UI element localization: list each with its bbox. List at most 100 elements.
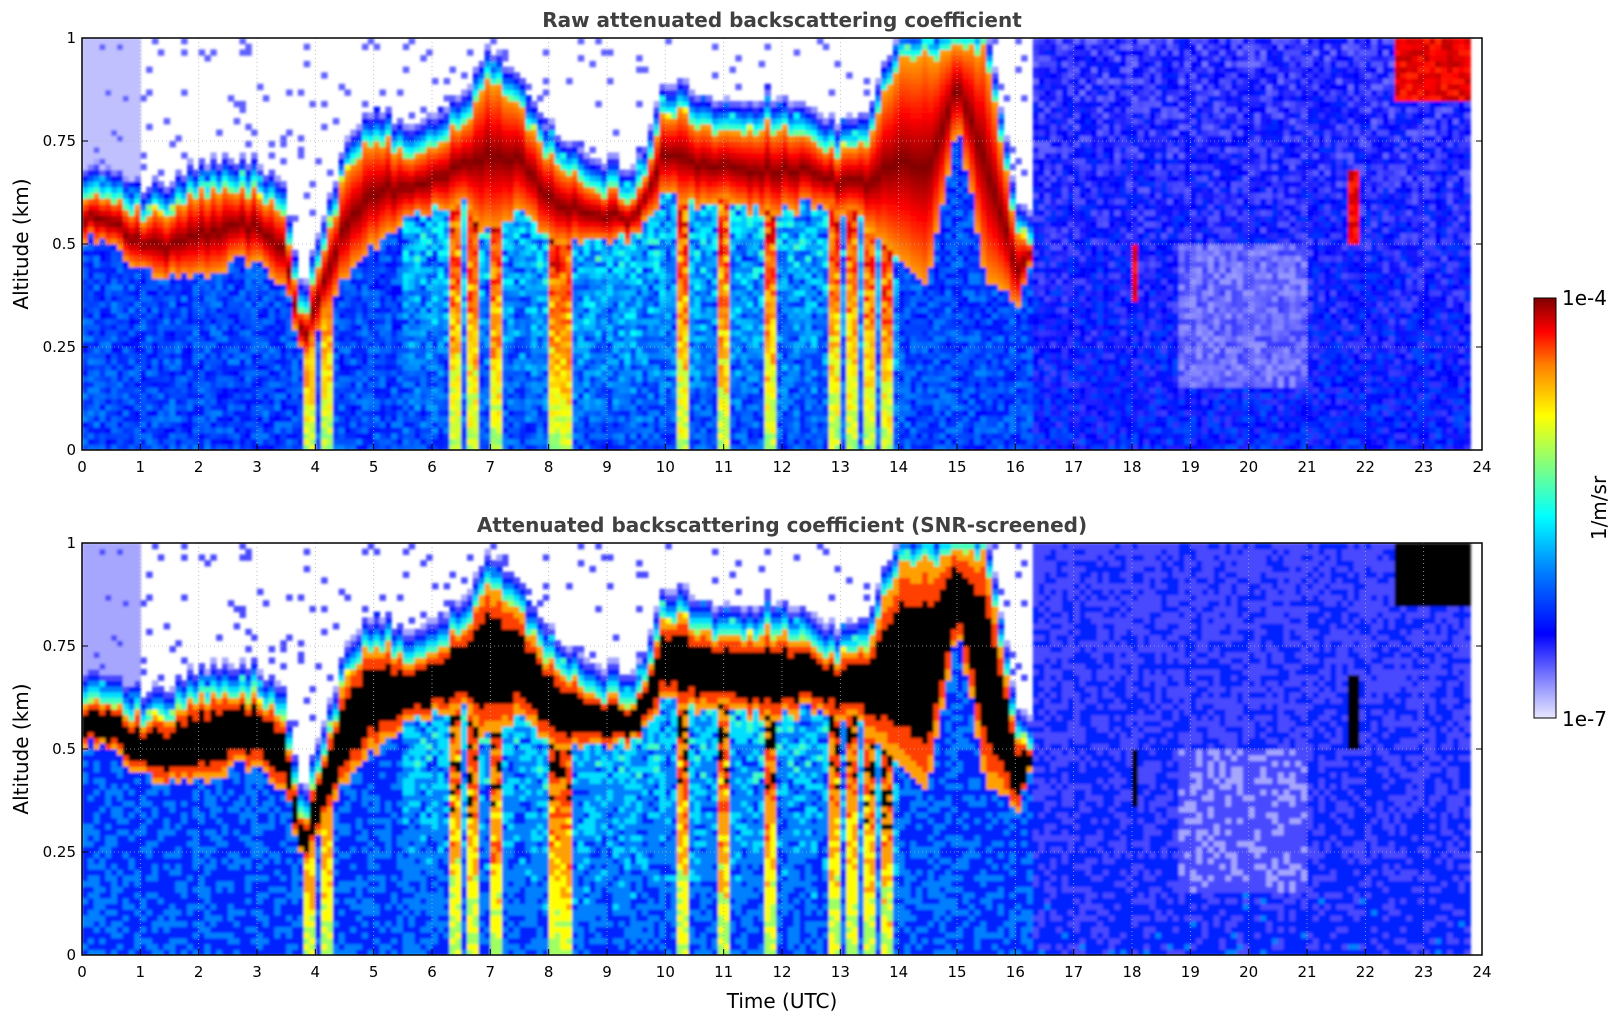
- heatmap-cell: [420, 375, 427, 382]
- heatmap-cell: [513, 255, 521, 262]
- heatmap-cell: [338, 284, 346, 291]
- heatmap-cell: [589, 364, 596, 371]
- heatmap-cell: [338, 181, 346, 188]
- heatmap-cell: [548, 364, 556, 371]
- heatmap-cell: [356, 329, 363, 337]
- heatmap-cell: [572, 375, 579, 382]
- heatmap-cell: [105, 347, 112, 354]
- heatmap-cell: [292, 381, 299, 388]
- heatmap-cell: [577, 226, 585, 234]
- heatmap-cell: [548, 306, 556, 314]
- heatmap-cell: [187, 341, 194, 348]
- heatmap-cell: [560, 266, 567, 274]
- heatmap-cell: [484, 129, 491, 136]
- heatmap-cell: [373, 203, 381, 211]
- heatmap-cell: [490, 95, 497, 102]
- heatmap-cell: [566, 158, 573, 165]
- heatmap-cell: [437, 369, 445, 377]
- heatmap-cell: [362, 318, 369, 325]
- heatmap-cell: [455, 306, 462, 314]
- heatmap-cell: [467, 221, 474, 228]
- heatmap-cell: [373, 175, 381, 182]
- heatmap-cell: [542, 404, 550, 411]
- heatmap-cell: [87, 432, 95, 440]
- heatmap-cell: [117, 364, 124, 371]
- heatmap-cell: [449, 318, 456, 325]
- heatmap-cell: [309, 295, 316, 302]
- heatmap-cell: [478, 221, 486, 228]
- heatmap-cell: [245, 381, 252, 388]
- heatmap-cell: [490, 192, 497, 199]
- heatmap-cell: [280, 186, 287, 194]
- heatmap-cell: [152, 209, 159, 216]
- heatmap-cell: [332, 215, 340, 222]
- heatmap-cell: [537, 186, 544, 194]
- heatmap-cell: [420, 55, 427, 62]
- heatmap-cell: [356, 152, 363, 159]
- heatmap-cell: [350, 146, 357, 154]
- heatmap-cell: [128, 163, 136, 171]
- heatmap-cell: [111, 347, 118, 354]
- heatmap-cell: [280, 232, 287, 239]
- heatmap-cell: [502, 278, 509, 285]
- heatmap-cell: [239, 295, 246, 302]
- heatmap-cell: [566, 398, 573, 405]
- heatmap-cell: [455, 158, 462, 165]
- heatmap-cell: [309, 415, 316, 422]
- heatmap-cell: [204, 221, 211, 228]
- heatmap-cell: [216, 226, 223, 234]
- heatmap-cell: [385, 398, 392, 405]
- heatmap-cell: [163, 432, 171, 440]
- heatmap-cell: [402, 318, 410, 325]
- heatmap-cell: [315, 295, 322, 302]
- heatmap-cell: [245, 409, 252, 417]
- heatmap-cell: [437, 324, 445, 331]
- heatmap-cell: [93, 118, 101, 125]
- heatmap-cell: [128, 432, 136, 440]
- heatmap-cell: [537, 329, 544, 337]
- heatmap-cell: [257, 175, 264, 182]
- heatmap-cell: [268, 266, 276, 274]
- heatmap-cell: [169, 198, 176, 205]
- heatmap-cell: [577, 324, 585, 331]
- heatmap-cell: [239, 387, 246, 394]
- heatmap-cell: [251, 284, 258, 291]
- heatmap-cell: [525, 95, 532, 102]
- heatmap-cell: [531, 238, 538, 245]
- heatmap-cell: [583, 421, 591, 428]
- heatmap-cell: [216, 175, 223, 182]
- heatmap-cell: [467, 158, 474, 165]
- heatmap-cell: [373, 186, 381, 194]
- heatmap-cell: [472, 364, 480, 371]
- heatmap-cell: [385, 392, 392, 400]
- heatmap-cell: [204, 306, 211, 314]
- heatmap-cell: [583, 215, 591, 222]
- heatmap-cell: [350, 358, 357, 365]
- heatmap-cell: [233, 312, 241, 319]
- heatmap-cell: [379, 421, 386, 428]
- heatmap-cell: [513, 198, 521, 205]
- heatmap-cell: [222, 215, 229, 222]
- heatmap-cell: [432, 387, 439, 394]
- heatmap-cell: [531, 415, 538, 422]
- heatmap-cell: [583, 158, 591, 165]
- heatmap-cell: [82, 118, 89, 125]
- heatmap-cell: [146, 198, 153, 205]
- heatmap-cell: [537, 438, 544, 445]
- heatmap-cell: [420, 301, 427, 308]
- heatmap-cell: [99, 369, 106, 377]
- heatmap-cell: [169, 181, 176, 188]
- heatmap-cell: [583, 381, 591, 388]
- heatmap-cell: [467, 398, 474, 405]
- heatmap-cell: [117, 444, 124, 450]
- heatmap-cell: [455, 261, 462, 268]
- heatmap-cell: [245, 352, 252, 360]
- heatmap-cell: [379, 335, 386, 342]
- heatmap-cell: [157, 186, 165, 194]
- heatmap-cell: [373, 312, 381, 319]
- heatmap-cell: [105, 341, 112, 348]
- heatmap-cell: [122, 301, 130, 308]
- heatmap-cell: [163, 198, 171, 205]
- heatmap-cell: [134, 141, 141, 148]
- heatmap-cell: [251, 318, 258, 325]
